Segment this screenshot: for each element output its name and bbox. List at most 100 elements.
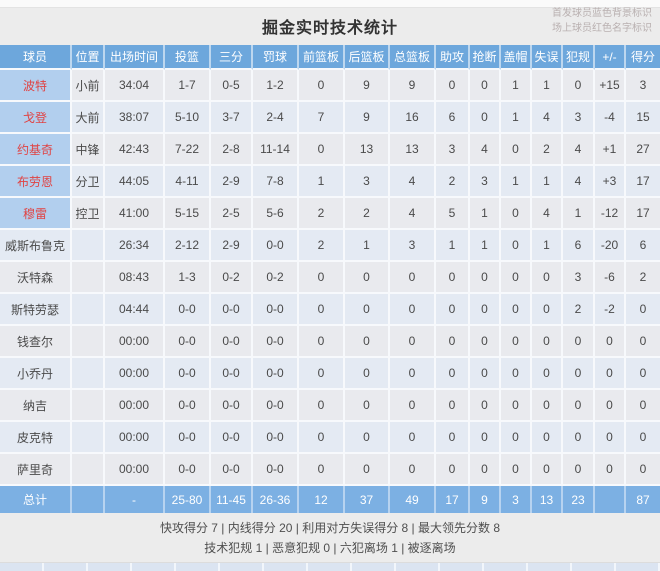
stat-cell: 00:00 [105, 358, 165, 390]
stat-cell: 0-0 [211, 358, 253, 390]
stat-cell: 26:34 [105, 230, 165, 262]
stat-cell: 0-0 [211, 326, 253, 358]
stat-cell: 08:43 [105, 262, 165, 294]
summary-line-2: 技术犯规 1 | 恶意犯规 0 | 六犯离场 1 | 被逐离场 [204, 541, 456, 555]
player-row: 布劳恩 分卫 44:05 4-11 2-9 7-8 1 3 4 2 3 1 1 4 +3 17 [0, 166, 660, 198]
player-name-cell: 萨里奇 [0, 454, 72, 486]
stat-cell: 0 [299, 294, 345, 326]
stat-cell: 2-9 [211, 166, 253, 198]
stat-cell: 2 [436, 166, 470, 198]
player-row: 萨里奇 00:00 0-0 0-0 0-0 0 0 0 0 0 0 0 0 0 0 [0, 454, 660, 486]
stat-cell: 0-0 [211, 422, 253, 454]
stat-cell: 0 [390, 294, 436, 326]
stat-cell [72, 358, 105, 390]
stat-cell: 0 [470, 70, 501, 102]
stat-cell: 小前 [72, 70, 105, 102]
stat-cell: 3 [563, 102, 595, 134]
player-name-cell: 沃特森 [0, 262, 72, 294]
stat-cell: 2 [532, 134, 563, 166]
stat-cell: -6 [595, 262, 626, 294]
stat-cell: 0 [501, 198, 532, 230]
stat-cell: 0-0 [253, 294, 299, 326]
player-name-cell: 穆雷 [0, 198, 72, 230]
stat-cell: 2 [563, 294, 595, 326]
stat-cell: 0 [532, 358, 563, 390]
stat-cell: 4 [532, 198, 563, 230]
stat-cell: 2-8 [211, 134, 253, 166]
stat-cell: 1 [501, 102, 532, 134]
stat-cell: +15 [595, 70, 626, 102]
stat-cell: 3-7 [211, 102, 253, 134]
stat-cell: 6 [436, 102, 470, 134]
player-row: 波特 小前 34:04 1-7 0-5 1-2 0 9 9 0 0 1 1 0 +15 3 [0, 70, 660, 102]
stat-cell: 0 [563, 454, 595, 486]
stat-cell: 0 [501, 454, 532, 486]
total-stat-cell: - [105, 486, 165, 513]
stat-cell: 0 [345, 326, 390, 358]
stat-cell: 0 [470, 454, 501, 486]
stats-table-body: 波特 小前 34:04 1-7 0-5 1-2 0 9 9 0 0 1 1 0 +15 3 戈登 大前 38:07 5… [0, 70, 660, 513]
stat-cell: 0 [532, 390, 563, 422]
column-header: 总篮板 [390, 45, 436, 70]
summary-line-1: 快攻得分 7 | 内线得分 20 | 利用对方失误得分 8 | 最大领先分数 8 [159, 521, 501, 535]
stat-cell: 3 [345, 166, 390, 198]
stat-cell: 分卫 [72, 166, 105, 198]
stat-cell: 0 [345, 294, 390, 326]
player-row: 小乔丹 00:00 0-0 0-0 0-0 0 0 0 0 0 0 0 0 0 0 [0, 358, 660, 390]
player-row: 威斯布鲁克 26:34 2-12 2-9 0-0 2 1 3 1 1 0 1 6 -20 6 [0, 230, 660, 262]
stat-cell: 0 [299, 422, 345, 454]
player-row: 沃特森 08:43 1-3 0-2 0-2 0 0 0 0 0 0 0 3 -6 2 [0, 262, 660, 294]
stat-cell: 38:07 [105, 102, 165, 134]
stat-cell: 0-0 [253, 326, 299, 358]
stat-cell: 0 [595, 326, 626, 358]
stat-cell: 0 [470, 422, 501, 454]
stat-cell: 0 [532, 454, 563, 486]
page-title: 掘金实时技术统计 [261, 20, 398, 37]
stat-cell: 中锋 [72, 134, 105, 166]
stat-cell: 11-14 [253, 134, 299, 166]
player-name-cell: 波特 [0, 70, 72, 102]
stat-cell: 0 [470, 262, 501, 294]
total-stat-cell: 49 [390, 486, 436, 513]
stat-cell: 0 [345, 390, 390, 422]
stat-cell: 0 [390, 262, 436, 294]
stat-cell: -20 [595, 230, 626, 262]
stat-cell: 5-10 [165, 102, 211, 134]
stat-cell: 0 [299, 70, 345, 102]
stat-cell: 0-0 [211, 294, 253, 326]
player-name-cell: 戈登 [0, 102, 72, 134]
stat-cell: 0 [436, 262, 470, 294]
stat-cell: 0 [563, 70, 595, 102]
stat-cell: 42:43 [105, 134, 165, 166]
stat-cell: 0 [299, 454, 345, 486]
stat-cell: 0 [345, 358, 390, 390]
stat-cell: 0 [501, 358, 532, 390]
stat-cell: 3 [390, 230, 436, 262]
stat-cell: 15 [626, 102, 660, 134]
stat-cell: 0 [501, 422, 532, 454]
legend-starter-note: 首发球员蓝色背景标识 [552, 8, 652, 19]
stat-cell: 0 [563, 390, 595, 422]
column-header: 位置 [72, 45, 105, 70]
stat-cell: 0-0 [253, 422, 299, 454]
stat-cell: 大前 [72, 102, 105, 134]
player-row: 皮克特 00:00 0-0 0-0 0-0 0 0 0 0 0 0 0 0 0 0 [0, 422, 660, 454]
stat-cell: 3 [563, 262, 595, 294]
stat-cell: 2 [345, 198, 390, 230]
stat-cell: 0-0 [165, 358, 211, 390]
stat-cell: 2-5 [211, 198, 253, 230]
column-header: 球员 [0, 45, 72, 70]
stat-cell: -12 [595, 198, 626, 230]
stats-header-row: 球员 位置 出场时间 投篮 三分 罚球 前篮板 后篮板 总篮板 助攻 抢断 盖帽 失误 犯规 +/- 得分 [0, 45, 660, 70]
stat-cell: 9 [345, 70, 390, 102]
stat-cell: 0 [390, 390, 436, 422]
stat-cell [72, 390, 105, 422]
stat-cell: 0 [626, 326, 660, 358]
stat-cell: 0 [595, 390, 626, 422]
column-header: 得分 [626, 45, 660, 70]
stat-cell: 00:00 [105, 390, 165, 422]
stat-cell: 44:05 [105, 166, 165, 198]
total-stat-cell [72, 486, 105, 513]
stat-cell: 0 [299, 390, 345, 422]
stat-cell: 0-0 [253, 390, 299, 422]
